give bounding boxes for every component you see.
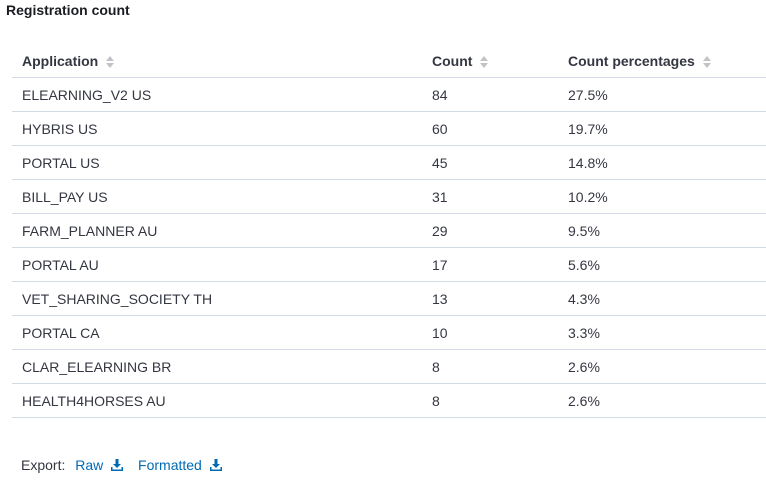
- cell-percentage: 2.6%: [558, 349, 766, 384]
- cell-application: HEALTH4HORSES AU: [12, 383, 422, 418]
- table-row: PORTAL CA 10 3.3%: [12, 315, 766, 350]
- download-icon: [111, 459, 124, 471]
- cell-count: 60: [422, 111, 558, 146]
- sort-icon: [480, 55, 489, 68]
- table-header-row: Application Count Count percentages: [12, 44, 766, 78]
- export-formatted-label: Formatted: [138, 457, 202, 473]
- sort-icon: [702, 55, 711, 68]
- cell-count: 29: [422, 213, 558, 248]
- cell-percentage: 9.5%: [558, 213, 766, 248]
- cell-percentage: 14.8%: [558, 145, 766, 180]
- cell-application: CLAR_ELEARNING BR: [12, 349, 422, 384]
- column-header-label: Application: [22, 52, 99, 69]
- cell-application: HYBRIS US: [12, 111, 422, 146]
- column-header-label: Count: [432, 52, 473, 69]
- cell-count: 84: [422, 77, 558, 112]
- export-raw-label: Raw: [75, 457, 104, 473]
- cell-application: PORTAL CA: [12, 315, 422, 350]
- cell-percentage: 4.3%: [558, 281, 766, 316]
- column-header-label: Count percentages: [568, 52, 695, 69]
- cell-count: 45: [422, 145, 558, 180]
- table-row: PORTAL US 45 14.8%: [12, 145, 766, 180]
- panel-title: Registration count: [6, 2, 130, 18]
- export-raw-link[interactable]: Raw: [75, 457, 128, 473]
- table-row: VET_SHARING_SOCIETY TH 13 4.3%: [12, 281, 766, 316]
- cell-count: 8: [422, 349, 558, 384]
- table-row: FARM_PLANNER AU 29 9.5%: [12, 213, 766, 248]
- table-row: ELEARNING_V2 US 84 27.5%: [12, 77, 766, 112]
- cell-count: 10: [422, 315, 558, 350]
- sort-icon: [106, 55, 115, 68]
- column-header-count[interactable]: Count: [422, 44, 558, 78]
- data-table: Application Count Count percentages: [12, 44, 766, 418]
- cell-count: 17: [422, 247, 558, 282]
- table-row: BILL_PAY US 31 10.2%: [12, 179, 766, 214]
- cell-percentage: 2.6%: [558, 383, 766, 418]
- cell-application: BILL_PAY US: [12, 179, 422, 214]
- cell-count: 8: [422, 383, 558, 418]
- download-icon: [209, 459, 222, 471]
- column-header-application[interactable]: Application: [12, 44, 422, 78]
- column-header-count-percentages[interactable]: Count percentages: [558, 44, 766, 78]
- cell-application: PORTAL AU: [12, 247, 422, 282]
- table-row: HEALTH4HORSES AU 8 2.6%: [12, 383, 766, 418]
- cell-percentage: 3.3%: [558, 315, 766, 350]
- cell-count: 13: [422, 281, 558, 316]
- cell-percentage: 5.6%: [558, 247, 766, 282]
- cell-application: ELEARNING_V2 US: [12, 77, 422, 112]
- cell-application: VET_SHARING_SOCIETY TH: [12, 281, 422, 316]
- table-row: CLAR_ELEARNING BR 8 2.6%: [12, 349, 766, 384]
- export-label: Export:: [21, 457, 66, 473]
- table-row: HYBRIS US 60 19.7%: [12, 111, 766, 146]
- cell-percentage: 27.5%: [558, 77, 766, 112]
- cell-percentage: 10.2%: [558, 179, 766, 214]
- cell-count: 31: [422, 179, 558, 214]
- cell-application: FARM_PLANNER AU: [12, 213, 422, 248]
- table-row: PORTAL AU 17 5.6%: [12, 247, 766, 282]
- cell-application: PORTAL US: [12, 145, 422, 180]
- export-bar: Export: Raw Formatted: [21, 455, 233, 475]
- cell-percentage: 19.7%: [558, 111, 766, 146]
- export-formatted-link[interactable]: Formatted: [138, 457, 223, 473]
